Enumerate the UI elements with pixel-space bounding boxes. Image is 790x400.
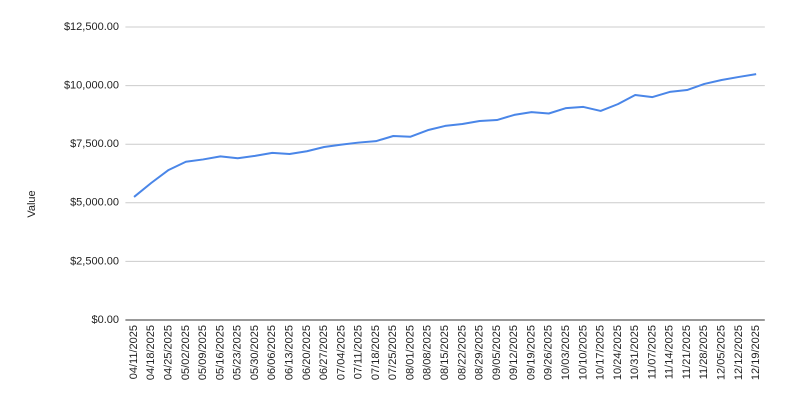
y-tick-label: $7,500.00 (70, 138, 119, 150)
y-tick-label: $5,000.00 (70, 197, 119, 209)
x-tick-label: 06/27/2025 (318, 325, 330, 380)
x-tick-label: 08/15/2025 (439, 325, 451, 380)
x-tick-label: 12/05/2025 (716, 325, 728, 380)
y-tick-label: $10,000.00 (64, 80, 119, 92)
x-tick-label: 08/01/2025 (404, 325, 416, 380)
x-tick-label: 04/18/2025 (145, 325, 157, 380)
x-tick-label: 07/04/2025 (335, 325, 347, 380)
x-tick-label: 05/30/2025 (249, 325, 261, 380)
x-tick-label: 07/11/2025 (353, 325, 365, 379)
x-tick-label: 09/26/2025 (543, 325, 555, 380)
x-tick-label: 08/29/2025 (474, 325, 486, 380)
y-tick-label: $0.00 (91, 314, 119, 326)
x-tick-label: 04/25/2025 (163, 325, 175, 380)
x-tick-label: 11/28/2025 (698, 325, 710, 379)
x-tick-label: 09/05/2025 (491, 325, 503, 380)
x-tick-label: 08/22/2025 (456, 325, 468, 380)
x-tick-label: 07/18/2025 (370, 325, 382, 380)
x-tick-label: 11/07/2025 (646, 325, 658, 379)
x-tick-label: 12/12/2025 (733, 325, 745, 380)
x-tick-label: 07/25/2025 (387, 325, 399, 380)
y-tick-label: $12,500.00 (64, 21, 119, 33)
x-tick-label: 05/02/2025 (180, 325, 192, 380)
y-axis-title: Value (26, 190, 38, 217)
x-tick-label: 08/08/2025 (422, 325, 434, 380)
x-tick-label: 11/21/2025 (681, 325, 693, 379)
x-tick-label: 06/20/2025 (301, 325, 313, 380)
x-tick-label: 10/10/2025 (577, 325, 589, 380)
x-tick-label: 05/16/2025 (214, 325, 226, 380)
x-tick-label: 11/14/2025 (664, 325, 676, 379)
x-tick-label: 05/23/2025 (232, 325, 244, 380)
x-tick-label: 10/24/2025 (612, 325, 624, 380)
line-series (133, 73, 757, 198)
x-tick-label: 10/31/2025 (629, 325, 641, 380)
x-tick-label: 12/19/2025 (750, 325, 762, 380)
x-tick-label: 05/09/2025 (197, 325, 209, 380)
x-tick-label: 10/17/2025 (595, 325, 607, 380)
x-tick-label: 06/13/2025 (283, 325, 295, 380)
x-tick-label: 09/12/2025 (508, 325, 520, 380)
x-tick-label: 10/03/2025 (560, 325, 572, 380)
x-tick-label: 04/11/2025 (128, 325, 140, 379)
y-tick-label: $2,500.00 (70, 255, 119, 267)
x-tick-label: 06/06/2025 (266, 325, 278, 380)
x-tick-label: 09/19/2025 (525, 325, 537, 380)
